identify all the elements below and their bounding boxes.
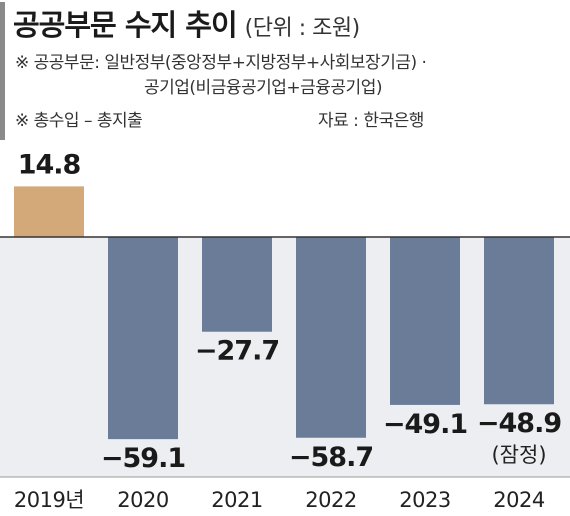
data-label-2019년: 14.8 [18,149,81,180]
note-line-2: 공기업(비금융공기업+금융공기업) [144,78,382,98]
negative-area-background [0,237,570,477]
note-line-1: ※ 공공부문: 일반정부(중앙정부+지방정부+사회보장기금) · [15,53,427,73]
annotation-2024: (잠정) [491,443,546,467]
bar-2022 [296,237,366,438]
chart-title: 공공부문 수지 추이 [13,8,238,42]
note-line-3: ※ 총수입 – 총지출 [15,111,143,131]
data-label-2024: −48.9 [477,408,561,439]
source-note: 자료 : 한국은행 [318,111,424,131]
data-label-2023: −49.1 [383,409,467,440]
bar-2024 [484,237,554,405]
data-label-2022: −58.7 [289,442,373,473]
bar-2020 [108,237,178,440]
bar-2019년 [14,186,84,237]
data-label-2021: −27.7 [195,336,279,367]
category-label-2019년: 2019년 [14,488,84,512]
unit-label: (단위 : 조원) [244,16,361,41]
data-label-2020: −59.1 [101,443,185,474]
category-label-2021: 2021 [211,488,262,512]
category-label-2023: 2023 [399,488,450,512]
category-label-2020: 2020 [117,488,168,512]
title-accent-bar [0,2,5,140]
bar-2021 [202,237,272,332]
title-row: 공공부문 수지 추이 (단위 : 조원) [13,2,360,42]
bar-2023 [390,237,460,405]
category-label-2024: 2024 [493,488,545,512]
category-label-2022: 2022 [305,488,356,512]
